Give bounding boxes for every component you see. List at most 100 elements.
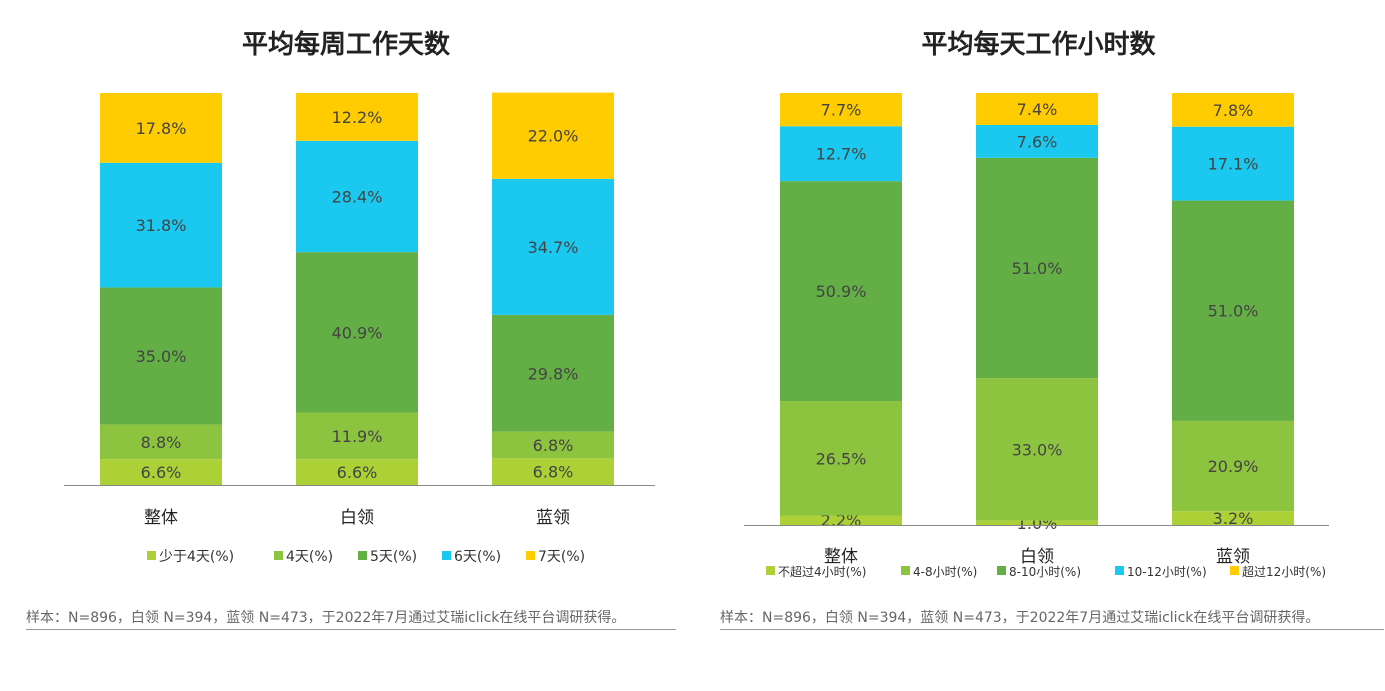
category-label: 整体 xyxy=(824,547,858,567)
data-label: 7.8% xyxy=(1213,101,1254,120)
data-label: 6.8% xyxy=(533,436,574,455)
bar-segment xyxy=(100,162,222,288)
legend-item: 10-12小时(%) xyxy=(1115,565,1207,579)
chart-title: 平均每天工作小时数 xyxy=(921,30,1156,60)
data-label: 35.0% xyxy=(136,347,187,366)
bar-segment xyxy=(296,252,418,413)
data-label: 6.8% xyxy=(533,463,574,482)
legend-item: 超过12小时(%) xyxy=(1230,564,1326,579)
data-label: 28.4% xyxy=(332,187,383,206)
bar-segment xyxy=(1172,420,1294,512)
legend-label: 7天(%) xyxy=(538,549,585,565)
bar-segment xyxy=(100,287,222,425)
legend-label: 8-10小时(%) xyxy=(1009,565,1081,579)
data-label: 22.0% xyxy=(528,127,579,146)
bar-stack-2: 1.0%33.0%51.0%7.6%7.4% xyxy=(976,93,1098,533)
bar-stack-3: 6.8% 6.8% 29.8% 34.7% 22.0% xyxy=(492,92,614,485)
data-label: 8.8% xyxy=(141,433,182,452)
legend-item: 5天(%) xyxy=(358,549,417,565)
data-label: 34.7% xyxy=(528,238,579,257)
bar-stack-3: 3.2% 20.9% 51.0% 17.1% 7.8% xyxy=(1172,93,1294,528)
legend-label: 6天(%) xyxy=(454,549,501,565)
data-label: 12.2% xyxy=(332,108,383,127)
bar-stack-1: 2.2%26.5%50.9%12.7%7.7% xyxy=(780,93,902,530)
legend-item: 不超过4小时(%) xyxy=(766,564,866,579)
footnote: 样本：N=896，白领 N=394，蓝领 N=473，于2022年7月通过艾瑞i… xyxy=(720,610,1384,630)
bar-segment xyxy=(1172,200,1294,421)
data-label: 31.8% xyxy=(136,216,187,235)
bar-segment xyxy=(492,431,614,459)
stacked-bar-chart-work-days: 6.6% 8.8% 35.0% 31.8% 17.8% 整体 6.6% 11.9% 40.9% 2… xyxy=(64,92,655,565)
bar-segment xyxy=(296,140,418,253)
data-label: 6.6% xyxy=(141,463,182,482)
legend-item: 6天(%) xyxy=(442,549,501,565)
data-label: 17.1% xyxy=(1208,155,1259,174)
legend-label: 少于4天(%) xyxy=(159,549,234,565)
data-label: 7.6% xyxy=(1017,132,1058,151)
data-label: 51.0% xyxy=(1012,259,1063,278)
category-label: 整体 xyxy=(144,508,178,528)
bar-segment xyxy=(780,126,902,182)
legend-item: 4-8小时(%) xyxy=(901,565,977,579)
bar-segment xyxy=(296,412,418,460)
bar-segment xyxy=(492,458,614,485)
legend-label: 超过12小时(%) xyxy=(1242,564,1326,579)
legend-label: 4天(%) xyxy=(286,549,333,565)
data-label: 17.8% xyxy=(136,119,187,138)
category-label: 蓝领 xyxy=(536,508,570,528)
bar-segment xyxy=(1172,511,1294,525)
legend-item: 8-10小时(%) xyxy=(997,565,1081,579)
legend-item: 7天(%) xyxy=(526,549,585,565)
legend-item: 4天(%) xyxy=(274,549,333,565)
data-label: 26.5% xyxy=(816,449,867,468)
legend-swatch xyxy=(901,566,910,575)
bar-segment xyxy=(100,459,222,485)
legend-label: 10-12小时(%) xyxy=(1127,565,1207,579)
bar-segment xyxy=(1172,93,1294,127)
data-label: 33.0% xyxy=(1012,440,1063,459)
bar-segment xyxy=(100,93,222,163)
bar-segment xyxy=(100,424,222,460)
bar-segment xyxy=(296,93,418,141)
bar-segment xyxy=(296,459,418,485)
data-label: 20.9% xyxy=(1208,457,1259,476)
bar-segment xyxy=(976,93,1098,125)
data-label: 7.4% xyxy=(1017,100,1058,119)
category-label: 白领 xyxy=(1020,547,1054,567)
bar-segment xyxy=(976,124,1098,158)
footnote: 样本：N=896，白领 N=394，蓝领 N=473，于2022年7月通过艾瑞i… xyxy=(26,610,676,630)
bar-stack-2: 6.6% 11.9% 40.9% 28.4% 12.2% xyxy=(296,93,418,485)
legend-swatch xyxy=(1230,566,1239,575)
bar-segment xyxy=(1172,126,1294,201)
data-label: 11.9% xyxy=(332,427,383,446)
bar-stack-1: 6.6% 8.8% 35.0% 31.8% 17.8% xyxy=(100,93,222,485)
legend-label: 5天(%) xyxy=(370,549,417,565)
bar-segment xyxy=(976,520,1098,525)
data-label: 50.9% xyxy=(816,282,867,301)
legend-swatch xyxy=(358,551,367,560)
legend-swatch xyxy=(526,551,535,560)
chart-panel-work-hours: 平均每天工作小时数 2.2% 26.5% 50.9% 12.7% 7.7% 整体 1.0% 3… xyxy=(692,0,1385,691)
data-label: 40.9% xyxy=(332,323,383,342)
data-label: 6.6% xyxy=(337,463,378,482)
bar-segment xyxy=(492,314,614,432)
legend-label: 不超过4小时(%) xyxy=(778,564,866,579)
legend-label: 4-8小时(%) xyxy=(913,565,977,579)
legend-swatch xyxy=(766,566,775,575)
legend-swatch xyxy=(1115,566,1124,575)
legend-item: 少于4天(%) xyxy=(147,549,234,565)
legend-swatch xyxy=(274,551,283,560)
data-label: 51.0% xyxy=(1208,302,1259,321)
data-label: 7.7% xyxy=(821,101,862,120)
category-label: 蓝领 xyxy=(1216,547,1250,567)
bar-segment xyxy=(492,92,614,179)
bar-segment xyxy=(780,93,902,127)
bar-segment xyxy=(976,157,1098,379)
data-label: 3.2% xyxy=(1213,509,1254,528)
stacked-bar-chart-work-hours: 2.2%26.5%50.9%12.7%7.7%整体1.0%33.0%51.0%7… xyxy=(744,93,1329,579)
bar-segment xyxy=(780,515,902,525)
bar-segment xyxy=(780,401,902,516)
legend-swatch xyxy=(997,566,1006,575)
bar-segment xyxy=(976,378,1098,521)
chart-title: 平均每周工作天数 xyxy=(241,30,450,60)
